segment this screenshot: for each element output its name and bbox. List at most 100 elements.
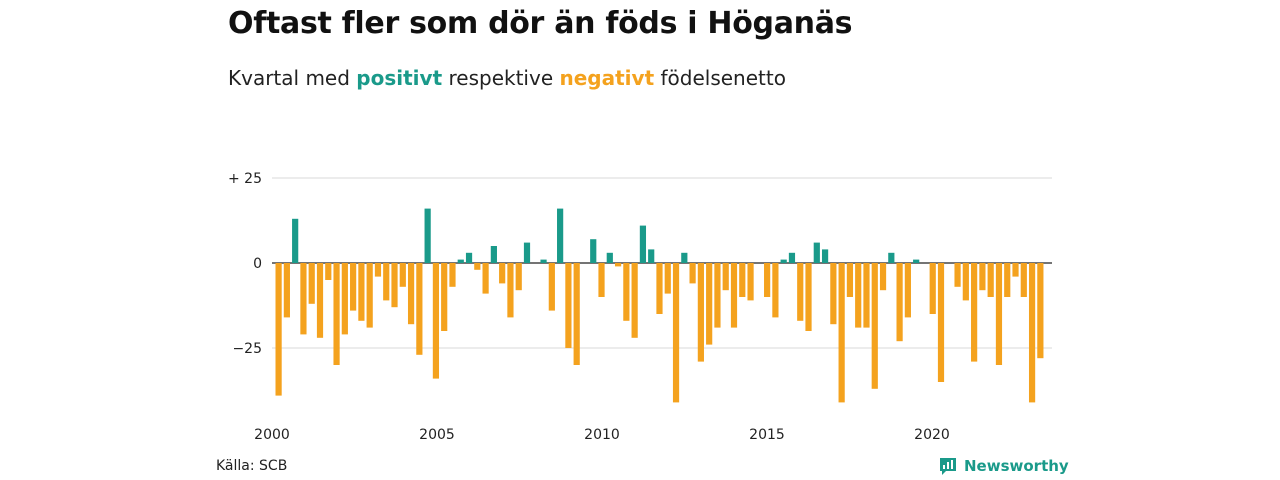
bar-negative	[1004, 263, 1011, 297]
subtitle-suffix: födelsenetto	[660, 66, 786, 90]
subtitle-prefix: Kvartal med	[228, 66, 350, 90]
bar-negative	[449, 263, 456, 287]
bar-negative	[350, 263, 357, 311]
bar-negative	[416, 263, 423, 355]
bar-positive	[888, 252, 895, 263]
bar-positive	[821, 249, 829, 263]
bar-positive	[788, 252, 796, 263]
bar-negative	[697, 263, 704, 362]
bar-negative	[1028, 263, 1036, 403]
bar-negative	[515, 263, 522, 291]
bar-negative	[855, 263, 862, 328]
bar-negative	[797, 263, 804, 321]
bar-negative	[614, 263, 622, 267]
bar-negative	[954, 263, 961, 287]
bar-positive	[465, 252, 473, 263]
bar-negative	[896, 263, 903, 342]
bar-negative	[333, 263, 340, 365]
y-tick-label: + 25	[228, 171, 262, 187]
bar-negative	[764, 263, 771, 297]
bar-negative	[937, 263, 945, 382]
bar-positive	[913, 259, 920, 263]
newsworthy-icon	[940, 458, 956, 475]
bar-negative	[772, 263, 779, 318]
bar-negative	[631, 263, 638, 338]
bar-negative	[689, 263, 696, 284]
bar-negative	[846, 263, 854, 297]
bar-negative	[879, 263, 887, 291]
bar-negative	[366, 263, 373, 328]
chart-title: Oftast fler som dör än föds i Höganäs	[228, 6, 853, 41]
bar-negative	[971, 263, 978, 362]
bar-negative	[979, 263, 986, 291]
bar-negative	[1020, 263, 1027, 297]
bar-negative	[383, 263, 390, 301]
bar-negative	[714, 263, 721, 328]
bar-positive	[681, 252, 688, 263]
bar-negative	[706, 263, 713, 345]
bar-negative	[308, 263, 315, 304]
chart-subtitle: Kvartal med positivt respektive negativt…	[228, 66, 786, 90]
bar-positive	[557, 208, 564, 263]
x-tick-label: 2010	[584, 427, 620, 443]
bar-positive	[590, 239, 597, 263]
bar-negative	[672, 263, 680, 403]
bar-negative	[904, 263, 911, 318]
x-tick-label: 2015	[749, 427, 785, 443]
bar-negative	[739, 263, 746, 297]
bar-positive	[540, 259, 547, 263]
x-tick-label: 2005	[419, 427, 455, 443]
bar-positive	[648, 249, 655, 263]
bar-negative	[656, 263, 663, 314]
x-tick-label: 2000	[254, 427, 290, 443]
bar-negative	[962, 263, 969, 301]
bar-negative	[830, 263, 837, 325]
bar-positive	[523, 242, 531, 263]
bar-positive	[490, 246, 497, 263]
bar-negative	[1012, 263, 1019, 277]
brand-logo: Newsworthy	[938, 456, 1069, 476]
bar-positive	[606, 252, 613, 263]
bar-positive	[292, 218, 299, 263]
bar-negative	[664, 263, 671, 294]
bar-negative	[374, 263, 382, 277]
bar-negative	[548, 263, 555, 311]
bar-negative	[300, 263, 307, 335]
bar-negative	[283, 263, 290, 318]
bar-negative	[722, 263, 729, 291]
bar-negative	[598, 263, 605, 297]
bar-negative	[747, 263, 754, 301]
bar-negative	[929, 263, 936, 314]
bar-negative	[995, 263, 1003, 365]
bar-negative	[391, 263, 398, 308]
x-tick-label: 2020	[914, 427, 950, 443]
y-tick-label: 0	[253, 256, 262, 272]
bar-negative	[565, 263, 572, 348]
brand-name: Newsworthy	[964, 457, 1069, 475]
bar-positive	[780, 259, 787, 263]
bar-negative	[987, 263, 994, 297]
subtitle-negative: negativt	[559, 66, 655, 90]
source-note: Källa: SCB	[216, 458, 288, 474]
bar-negative	[482, 263, 489, 294]
bar-negative	[871, 263, 878, 389]
y-tick-label: −25	[232, 341, 262, 357]
bar-positive	[813, 242, 820, 263]
bar-negative	[863, 263, 870, 328]
bar-negative	[1037, 263, 1044, 359]
bar-positive	[457, 259, 464, 263]
bar-negative	[573, 263, 580, 365]
bar-negative	[341, 263, 348, 335]
subtitle-positive: positivt	[356, 66, 443, 90]
bar-negative	[507, 263, 514, 318]
bar-negative	[275, 263, 282, 396]
bar-negative	[805, 263, 812, 331]
bar-negative	[358, 263, 365, 321]
bar-negative	[441, 263, 448, 331]
bar-negative	[474, 263, 481, 270]
bar-negative	[399, 263, 406, 287]
bar-negative	[407, 263, 415, 325]
subtitle-middle: respektive	[448, 66, 554, 90]
bar-negative	[316, 263, 324, 338]
